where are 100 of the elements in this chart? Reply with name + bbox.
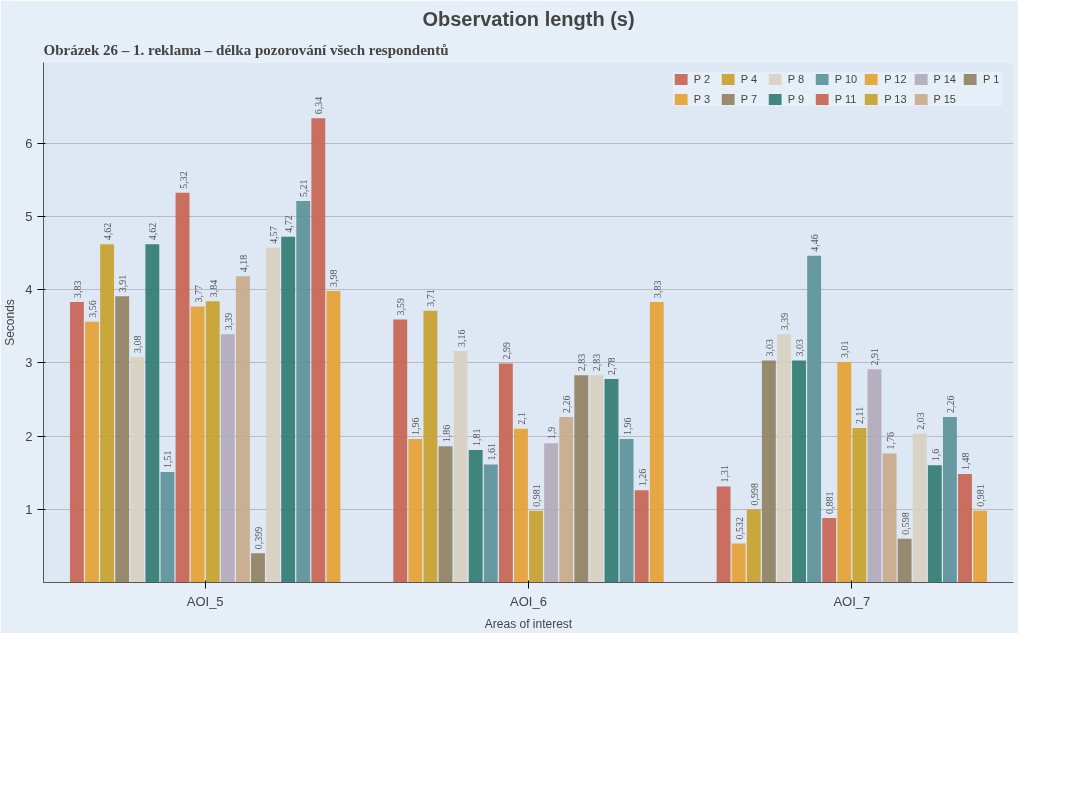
bar: [746, 509, 761, 583]
legend-label: P 3: [693, 93, 711, 105]
data-label: 4,62: [102, 222, 114, 241]
data-label: 1,96: [410, 417, 422, 435]
bar: [716, 486, 731, 583]
bar: [408, 438, 423, 583]
data-label: 1,48: [960, 452, 971, 471]
data-label: 6,34: [313, 96, 325, 115]
data-label: 4,46: [809, 234, 821, 252]
bar: [160, 471, 175, 583]
data-label: 3,56: [87, 300, 98, 318]
bar: [634, 490, 649, 583]
bar: [468, 449, 483, 583]
data-label: 1,51: [162, 450, 174, 468]
chart-title: Observation length (s): [422, 7, 635, 30]
bar: [792, 360, 806, 583]
bar: [100, 244, 115, 583]
y-tick-label: 3: [25, 355, 33, 371]
legend-label: P 9: [787, 93, 805, 105]
bar: [927, 465, 942, 583]
bar: [837, 362, 852, 583]
bar: [912, 433, 927, 583]
legend-label: P 15: [933, 93, 956, 105]
bar: [761, 360, 776, 583]
data-label: 1,76: [884, 432, 896, 450]
legend-label: P 10: [834, 73, 858, 85]
bar: [235, 276, 250, 583]
bar: [205, 301, 220, 583]
data-label: 3,03: [763, 339, 775, 357]
x-tick-label: AOI_7: [833, 593, 871, 609]
bar: [498, 363, 513, 583]
bar: [220, 334, 235, 583]
data-label: 0,598: [899, 512, 911, 535]
y-tick-label: 2: [25, 428, 33, 444]
bar: [69, 301, 84, 583]
bar: [604, 378, 619, 583]
data-label: 2,11: [854, 406, 866, 424]
y-axis-title: Seconds: [3, 299, 18, 346]
legend-label: P 14: [933, 73, 956, 85]
data-label: 0,399: [252, 526, 264, 550]
bar: [175, 192, 190, 583]
data-label: 2,78: [606, 357, 618, 375]
data-label: 2,99: [500, 342, 512, 360]
bar: [544, 443, 559, 583]
bar: [559, 416, 574, 583]
data-label: 3,03: [794, 339, 806, 357]
y-tick-label: 5: [25, 208, 33, 224]
bar: [807, 255, 822, 583]
data-label: 3,77: [192, 284, 204, 303]
data-label: 3,59: [395, 298, 407, 316]
data-label: 2,83: [576, 353, 588, 372]
bar: [776, 334, 791, 583]
data-label: 4,57: [268, 226, 280, 244]
bar: [85, 321, 99, 583]
x-tick-label: AOI_5: [186, 593, 224, 609]
data-label: 1,61: [485, 443, 497, 461]
data-label: 3,08: [132, 335, 144, 353]
bar: [311, 118, 326, 583]
bar: [453, 351, 468, 583]
bar: [145, 244, 160, 583]
bar: [589, 375, 604, 583]
bar: [619, 438, 634, 583]
data-label: 2,26: [561, 395, 573, 413]
legend-label: P 2: [693, 73, 711, 85]
bar: [326, 291, 341, 583]
bar: [251, 553, 265, 583]
text: Obrázek 26 – 1. reklama – délka pozorování všech respondentů: [43, 41, 449, 58]
bar: [649, 301, 664, 583]
data-label: 3,39: [778, 312, 790, 331]
data-label: 5,32: [177, 171, 189, 189]
bar: [529, 510, 543, 583]
data-label: 5,21: [298, 179, 310, 197]
bar: [882, 453, 897, 583]
bar: [296, 200, 311, 583]
bar: [731, 543, 746, 583]
data-label: 1,6: [929, 448, 941, 462]
x-tick-label: AOI_6: [510, 593, 547, 609]
data-label: 0,981: [975, 484, 987, 507]
bar: [973, 510, 988, 583]
y-tick-label: 1: [25, 501, 33, 517]
y-tick-label: 6: [25, 135, 33, 151]
bar: [958, 474, 972, 583]
legend-label: P 13: [884, 93, 907, 105]
bar: [115, 296, 130, 583]
data-label: 3,84: [207, 279, 219, 298]
bar: [574, 375, 589, 583]
data-label: 3,16: [455, 329, 467, 348]
y-tick-label: 4: [25, 282, 33, 298]
legend-label: P 7: [740, 93, 758, 105]
data-label: 1,96: [621, 417, 633, 435]
bar: [393, 319, 408, 583]
legend-label: P 4: [740, 73, 758, 85]
data-label: 4,72: [283, 215, 295, 233]
data-label: 2,91: [869, 347, 881, 366]
data-label: 2,26: [944, 395, 956, 413]
data-label: 4,18: [237, 254, 249, 273]
data-label: 3,39: [222, 312, 234, 331]
data-label: 2,83: [591, 353, 603, 372]
data-label: 3,83: [651, 280, 663, 298]
data-label: 2,1: [515, 412, 527, 425]
